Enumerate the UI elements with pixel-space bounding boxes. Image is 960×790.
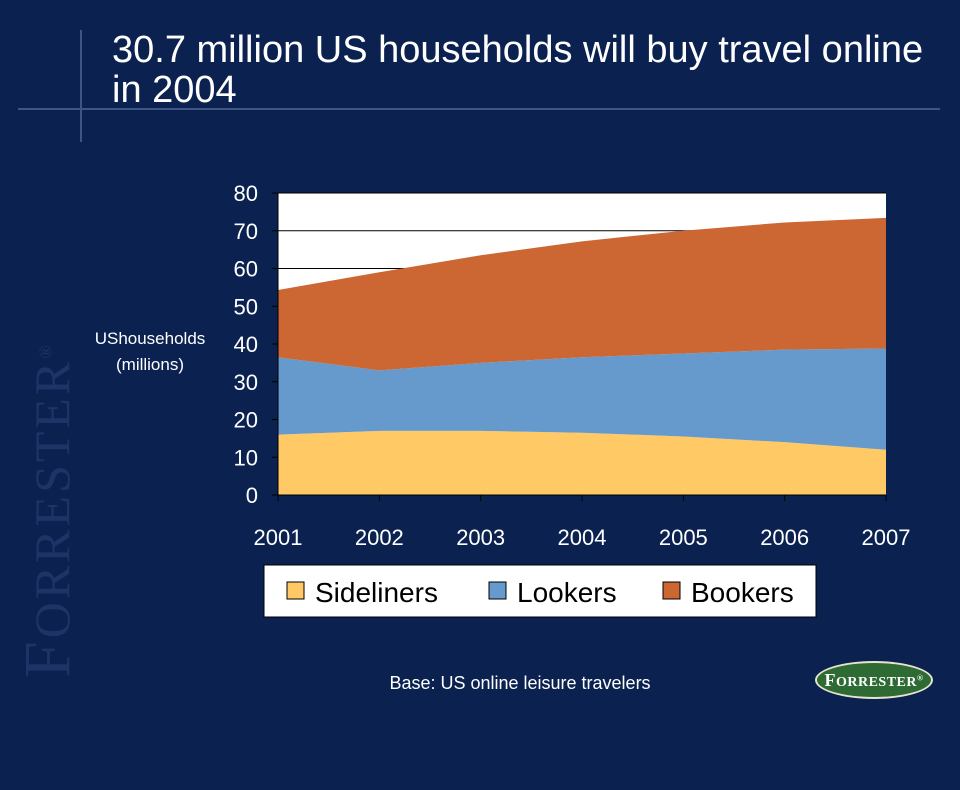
legend-label-sideliners: Sideliners <box>315 577 438 608</box>
y-tick-label: 0 <box>246 483 258 508</box>
y-tick-label: 20 <box>234 408 258 433</box>
y-tick-label: 80 <box>234 181 258 206</box>
x-tick-label: 2007 <box>862 525 911 550</box>
y-tick-label: 50 <box>234 294 258 319</box>
slide-title: 30.7 million US households will buy trav… <box>112 29 924 111</box>
y-axis-title-line-1: UShouseholds <box>95 329 206 348</box>
base-note: Base: US online leisure travelers <box>389 673 651 693</box>
forrester-logo: FORRESTER® <box>815 661 933 699</box>
x-tick-label: 2003 <box>456 525 505 550</box>
legend-box <box>263 564 817 618</box>
legend-swatch-lookers <box>488 581 507 600</box>
y-tick-label: 10 <box>234 445 258 470</box>
legend-swatch-bookers <box>662 581 681 600</box>
x-tick-label: 2006 <box>760 525 809 550</box>
area-bookers <box>278 217 886 371</box>
legend-swatch-sideliners <box>286 581 305 600</box>
area-lookers <box>278 348 886 450</box>
y-tick-label: 60 <box>234 257 258 282</box>
x-tick-label: 2005 <box>659 525 708 550</box>
x-tick-label: 2002 <box>355 525 404 550</box>
stacked-area-chart: 0 10 20 30 40 50 60 70 80 2001 2002 2003 2004 2005 200… <box>95 181 911 618</box>
x-tick-label: 2001 <box>254 525 303 550</box>
title-divider-vertical <box>80 30 82 142</box>
legend-label-bookers: Bookers <box>691 577 794 608</box>
area-sideliners <box>278 430 886 495</box>
y-tick-label: 40 <box>234 332 258 357</box>
title-divider-horizontal <box>18 108 940 110</box>
x-tick-label: 2004 <box>558 525 607 550</box>
y-tick-label: 30 <box>234 370 258 395</box>
y-axis-title-line-2: (millions) <box>116 355 184 374</box>
legend-label-lookers: Lookers <box>517 577 617 608</box>
y-tick-label: 70 <box>234 219 258 244</box>
